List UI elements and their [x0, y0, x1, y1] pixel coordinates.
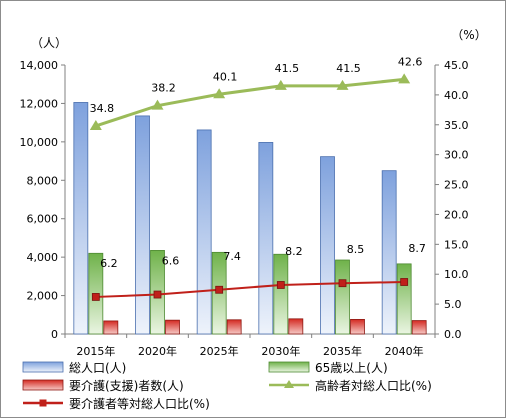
right-tick-label: 45.0 — [444, 59, 469, 72]
series-line — [95, 77, 405, 128]
legend-label: 総人口(人) — [69, 361, 126, 375]
left-tick-label: 0 — [51, 328, 58, 341]
data-label: 8.2 — [285, 245, 303, 258]
right-tick-label: 15.0 — [444, 238, 469, 251]
square-marker — [91, 293, 100, 301]
right-tick-label: 20.0 — [444, 208, 469, 221]
left-tick-label: 6,000 — [27, 213, 59, 226]
triangle-marker — [398, 73, 411, 84]
right-tick-label: 35.0 — [444, 119, 469, 132]
triangle-marker — [151, 99, 164, 110]
data-label: 7.4 — [223, 250, 241, 263]
right-axis-unit: （%） — [451, 28, 486, 42]
triangle-marker — [336, 79, 349, 90]
square-marker — [338, 279, 347, 288]
legend-swatch — [22, 361, 64, 373]
bar — [103, 320, 119, 335]
left-tick-label: 4,000 — [27, 251, 59, 264]
left-tick-label: 10,000 — [20, 136, 59, 149]
bar — [396, 263, 412, 335]
left-tick-label: 2,000 — [27, 290, 59, 303]
data-label: 8.5 — [347, 243, 365, 256]
data-label: 40.1 — [213, 70, 238, 83]
data-label: 6.6 — [162, 255, 180, 268]
data-label: 42.6 — [398, 55, 423, 68]
legend-swatch — [268, 361, 310, 373]
bar — [226, 319, 242, 335]
legend-label: 要介護者等対総人口比(%) — [69, 396, 210, 411]
data-label: 38.2 — [151, 82, 176, 95]
data-label: 41.5 — [275, 62, 300, 75]
data-label: 41.5 — [336, 62, 361, 75]
bar — [196, 129, 212, 335]
right-tick-label: 25.0 — [444, 179, 469, 192]
bar — [165, 319, 180, 335]
left-tick-label: 14,000 — [20, 59, 59, 72]
bar — [135, 115, 150, 335]
series-line — [95, 280, 405, 298]
bar — [411, 320, 427, 335]
legend-label: 65歳以上(人) — [315, 361, 388, 375]
bar — [73, 102, 89, 335]
legend-label: 要介護(支援)者数(人) — [69, 378, 184, 393]
x-tick-label: 2025年 — [200, 344, 239, 358]
right-tick-label: 10.0 — [444, 268, 469, 281]
bar — [273, 253, 289, 335]
legend-triangle-marker — [284, 380, 294, 388]
bar — [350, 318, 365, 335]
right-tick-label: 0.0 — [444, 328, 462, 341]
triangle-marker — [213, 88, 226, 99]
square-marker — [215, 285, 224, 294]
triangle-marker — [274, 79, 287, 90]
x-tick-label: 2040年 — [385, 344, 424, 358]
bar — [288, 318, 304, 335]
x-tick-label: 2035年 — [323, 344, 362, 358]
right-tick-label: 5.0 — [444, 298, 462, 311]
bar — [258, 142, 274, 335]
square-marker — [276, 281, 285, 289]
triangle-marker — [89, 119, 102, 130]
bar — [381, 170, 397, 335]
left-tick-label: 12,000 — [20, 97, 59, 110]
x-tick-label: 2030年 — [261, 344, 300, 358]
data-label: 6.2 — [100, 257, 118, 270]
data-label: 8.7 — [408, 242, 426, 255]
left-tick-label: 8,000 — [27, 174, 59, 187]
x-tick-label: 2020年 — [138, 344, 177, 358]
right-tick-label: 30.0 — [444, 149, 469, 162]
legend-swatch — [22, 379, 64, 391]
bar — [335, 259, 350, 335]
square-marker — [153, 290, 162, 299]
square-marker — [400, 278, 409, 286]
legend-square-marker — [39, 399, 47, 407]
right-tick-label: 40.0 — [444, 89, 469, 102]
left-axis-unit: （人） — [31, 36, 67, 50]
data-label: 34.8 — [90, 102, 115, 115]
bar — [320, 156, 335, 335]
legend-label: 高齢者対総人口比(%) — [315, 378, 432, 393]
x-tick-label: 2015年 — [76, 344, 115, 358]
